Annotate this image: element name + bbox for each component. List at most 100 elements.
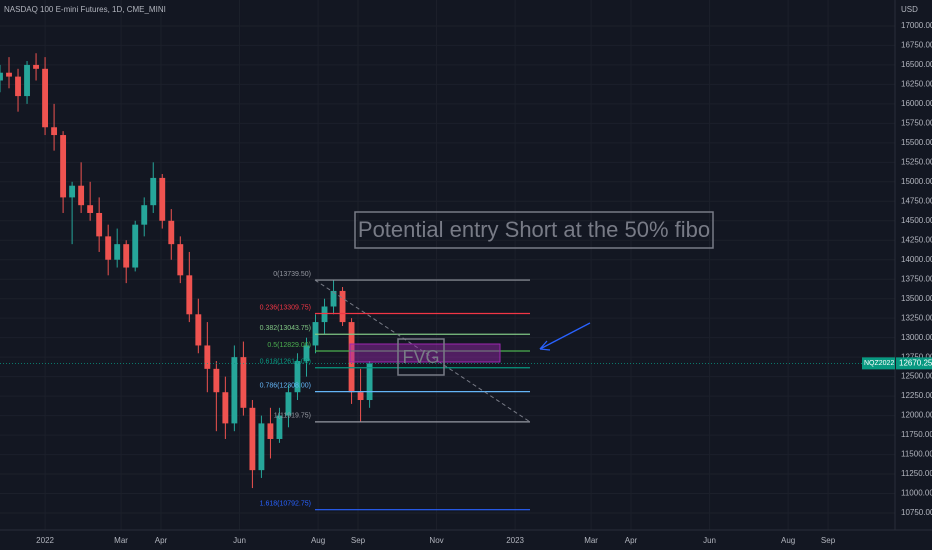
x-tick-label: Sep <box>821 536 836 545</box>
candle-body <box>195 314 202 346</box>
drawings: 0(13739.50) 0.236(13309.75) 0.382(13043.75… <box>0 211 895 511</box>
candle-body <box>141 205 148 225</box>
y-tick-label: 16000.00 <box>901 99 932 108</box>
fib-label: 1(11919.75) <box>274 413 311 420</box>
y-tick-label: 15250.00 <box>901 157 932 166</box>
entry-box <box>354 211 714 249</box>
candle-body <box>222 392 229 424</box>
y-tick-label: 12000.00 <box>901 411 932 420</box>
fib-label: 0.618(12614.00) <box>260 359 311 366</box>
y-tick-label: 13750.00 <box>901 274 932 283</box>
x-tick-label: Mar <box>114 536 128 545</box>
candle-body <box>15 76 21 97</box>
candle-body <box>213 368 220 393</box>
candle-body <box>321 306 328 323</box>
fib-label: 1.618(10792.75) <box>260 501 311 508</box>
candle-body <box>6 72 12 77</box>
y-tick-label: 15000.00 <box>901 177 932 186</box>
candle-body <box>294 361 301 393</box>
candle-body <box>87 205 94 213</box>
x-tick-label: Apr <box>155 536 168 545</box>
candle-body <box>240 357 247 408</box>
y-tick-label: 14250.00 <box>901 235 932 244</box>
candle-body <box>339 290 346 323</box>
candle-body <box>96 212 103 237</box>
candle-body <box>204 345 211 369</box>
candle-body <box>168 220 175 245</box>
grid <box>0 0 895 530</box>
fib-trend-line <box>314 279 531 423</box>
currency: USD <box>901 5 918 14</box>
candle-body <box>132 224 139 268</box>
y-tick-label: 12500.00 <box>901 372 932 381</box>
candle-body <box>123 244 130 268</box>
candle-body <box>267 423 274 439</box>
candle-body <box>114 244 121 260</box>
y-tick-label: 14000.00 <box>901 255 932 264</box>
candle-body <box>186 275 193 315</box>
candle-body <box>249 407 256 471</box>
price-tag: 12670.25 <box>899 358 932 367</box>
candle-body <box>24 64 30 97</box>
y-tick-label: 12750.00 <box>901 352 932 361</box>
x-tick-label: Aug <box>781 536 795 545</box>
arrow-head <box>539 340 551 351</box>
fib-label: 0(13739.50) <box>273 271 311 278</box>
y-tick-label: 14500.00 <box>901 216 932 225</box>
y-tick-label: 16250.00 <box>901 80 932 89</box>
y-tick-label: 13500.00 <box>901 294 932 303</box>
candle-body <box>78 185 85 206</box>
candles <box>0 53 373 489</box>
y-tick-label: 16500.00 <box>901 60 932 69</box>
y-tick-label: 14750.00 <box>901 196 932 205</box>
fvg-zone <box>349 343 501 363</box>
x-tick-label: Sep <box>351 536 366 545</box>
y-tick-label: 13000.00 <box>901 333 932 342</box>
x-tick-label: Aug <box>311 536 325 545</box>
candle-body <box>177 244 184 276</box>
symbol-tag: NQZ2022 <box>864 360 894 367</box>
candle-body <box>150 177 157 206</box>
candle-body <box>105 236 112 260</box>
x-tick-label: Jun <box>233 536 246 545</box>
fib-label: 0.382(13043.75) <box>260 325 311 332</box>
candle-body <box>159 177 166 221</box>
x-tick-label: 2023 <box>506 536 524 545</box>
candle-body <box>69 185 76 198</box>
y-tick-label: 16750.00 <box>901 41 932 50</box>
candle-body <box>33 64 39 69</box>
symbol-tag-bg <box>862 357 895 370</box>
fvg-label: FVG <box>402 347 439 367</box>
candle-body <box>258 423 265 471</box>
fib-label: 0.5(12829.00) <box>267 342 311 349</box>
y-tick-label: 17000.00 <box>901 21 932 30</box>
fib-label: 0.236(13309.75) <box>260 304 311 311</box>
candle-body <box>330 290 337 307</box>
x-tick-label: Jun <box>703 536 716 545</box>
y-tick-label: 15750.00 <box>901 118 932 127</box>
candle-body <box>303 345 310 362</box>
y-tick-label: 15500.00 <box>901 138 932 147</box>
candle-body <box>285 392 292 416</box>
candle-body <box>42 68 49 128</box>
y-tick-label: 11500.00 <box>901 450 932 459</box>
y-tick-label: 11000.00 <box>901 489 932 498</box>
candle-body <box>357 392 364 401</box>
candle-body <box>231 357 238 424</box>
y-tick-label: 12250.00 <box>901 391 932 400</box>
fib-label: 0.786(12308.00) <box>260 382 311 389</box>
x-tick-label: Nov <box>429 536 443 545</box>
y-tick-label: 13250.00 <box>901 313 932 322</box>
y-tick-label: 11750.00 <box>901 430 932 439</box>
price-tag-bg <box>896 357 932 370</box>
y-tick-label: 10750.00 <box>901 508 932 517</box>
candle-body <box>51 127 58 136</box>
y-tick-label: 11250.00 <box>901 469 932 478</box>
candle-body <box>276 415 283 439</box>
fvg-box <box>397 338 445 376</box>
entry-label: Potential entry Short at the 50% fibo <box>358 217 710 242</box>
x-tick-label: 2022 <box>36 536 54 545</box>
candle-body <box>60 135 67 198</box>
